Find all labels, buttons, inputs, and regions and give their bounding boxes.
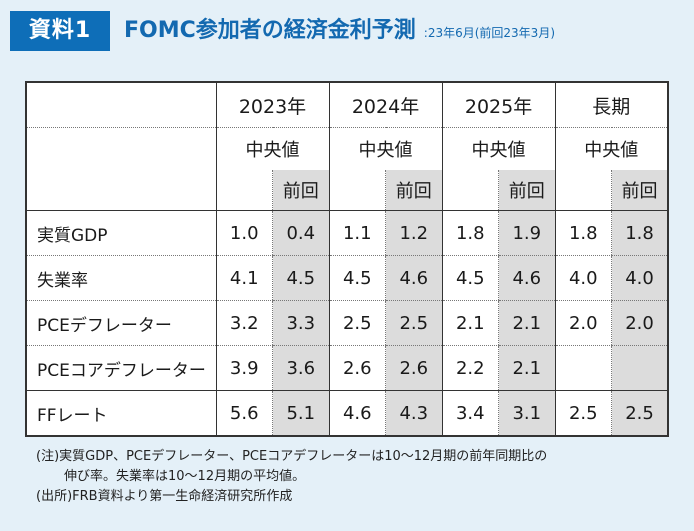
year-2025: 2025年 (441, 82, 556, 128)
title-text: FOMC参加者の経済金利予測 (124, 18, 416, 43)
value-cell: 5.6 (215, 390, 273, 436)
table-row: 失業率 4.1 4.5 4.5 4.6 4.5 4.6 4.0 4.0 (26, 255, 669, 301)
table-row: FFレート 5.6 5.1 4.6 4.3 3.4 3.1 2.5 2.5 (26, 390, 669, 436)
value-cell (554, 345, 612, 391)
value-cell: 3.9 (215, 345, 273, 391)
year-header-row: 2023年 2024年 2025年 長期 (26, 82, 669, 128)
year-longrun: 長期 (554, 82, 669, 128)
value-cell: 4.5 (328, 255, 386, 301)
figure-badge: 資料1 (10, 11, 110, 51)
prev-value-cell: 1.8 (611, 210, 669, 256)
corner-cell (26, 82, 216, 128)
table-row: PCEデフレーター 3.2 3.3 2.5 2.5 2.1 2.1 2.0 2.… (26, 300, 669, 346)
value-cell: 1.8 (554, 210, 612, 256)
corner-cell-2 (26, 128, 216, 171)
table-row: 実質GDP 1.0 0.4 1.1 1.2 1.8 1.9 1.8 1.8 (26, 210, 669, 256)
value-cell: 2.1 (441, 300, 499, 346)
value-cell: 1.8 (441, 210, 499, 256)
value-cell: 4.0 (554, 255, 612, 301)
prev-value-cell: 2.1 (498, 345, 556, 391)
row-label: PCEコアデフレーター (26, 345, 216, 391)
value-cell: 3.2 (215, 300, 273, 346)
figure-subtitle: :23年6月(前回23年3月) (423, 26, 555, 40)
prev-value-cell: 3.1 (498, 390, 556, 436)
prev-value-cell: 2.5 (385, 300, 443, 346)
prev-value-cell: 4.3 (385, 390, 443, 436)
note-line: 伸び率。失業率は10～12月期の平均値。 (64, 469, 306, 484)
blank-cell (554, 170, 612, 211)
prev-value-cell: 1.9 (498, 210, 556, 256)
prev-value-cell: 2.0 (611, 300, 669, 346)
prev-value-cell: 4.0 (611, 255, 669, 301)
prev-value-cell: 2.5 (611, 390, 669, 436)
prev-value-cell: 4.5 (272, 255, 330, 301)
blank-cell (328, 170, 386, 211)
value-cell: 2.5 (328, 300, 386, 346)
row-label: FFレート (37, 405, 108, 426)
median-2025: 中央値 (441, 127, 556, 170)
note-line: (注)実質GDP、PCEデフレーター、PCEコアデフレーターは10～12月期の前… (36, 449, 548, 464)
footnotes: (注)実質GDP、PCEデフレーター、PCEコアデフレーターは10～12月期の前… (36, 447, 676, 507)
prev-value-cell (611, 345, 669, 391)
value-cell: 4.1 (215, 255, 273, 301)
prev-value-cell: 5.1 (272, 390, 330, 436)
prev-value-cell: 4.6 (385, 255, 443, 301)
median-2023: 中央値 (215, 127, 330, 170)
blank-cell (215, 170, 273, 211)
figure-title: FOMC参加者の経済金利予測 :23年6月(前回23年3月) (124, 15, 555, 49)
prev-value-cell: 0.4 (272, 210, 330, 256)
value-cell: 1.0 (215, 210, 273, 256)
forecast-table: 2023年 2024年 2025年 長期 中央値 中央値 中央値 中央値 前回 … (25, 81, 670, 437)
prev-label-longrun: 前回 (611, 170, 669, 211)
value-cell: 2.5 (554, 390, 612, 436)
median-header-row: 中央値 中央値 中央値 中央値 (26, 127, 669, 171)
prev-header-row: 前回 前回 前回 前回 (26, 170, 669, 211)
prev-value-cell: 3.3 (272, 300, 330, 346)
prev-value-cell: 4.6 (498, 255, 556, 301)
prev-value-cell: 2.1 (498, 300, 556, 346)
value-cell: 2.2 (441, 345, 499, 391)
prev-label-2024: 前回 (385, 170, 443, 211)
year-2024: 2024年 (328, 82, 443, 128)
prev-label-2023: 前回 (272, 170, 330, 211)
header: 資料1 FOMC参加者の経済金利予測 :23年6月(前回23年3月) (10, 11, 686, 51)
value-cell: 4.6 (328, 390, 386, 436)
corner-cell-3 (26, 170, 216, 211)
value-cell: 4.5 (441, 255, 499, 301)
year-2023: 2023年 (215, 82, 330, 128)
row-label: 実質GDP (26, 210, 216, 256)
value-cell: 3.4 (441, 390, 499, 436)
prev-label-2025: 前回 (498, 170, 556, 211)
row-label: 失業率 (26, 255, 216, 301)
median-2024: 中央値 (328, 127, 443, 170)
value-cell: 2.0 (554, 300, 612, 346)
row-label: PCEデフレーター (26, 300, 216, 346)
prev-value-cell: 1.2 (385, 210, 443, 256)
blank-cell (441, 170, 499, 211)
source-line: (出所)FRB資料より第一生命経済研究所作成 (36, 489, 293, 504)
prev-value-cell: 3.6 (272, 345, 330, 391)
table-row: PCEコアデフレーター 3.9 3.6 2.6 2.6 2.2 2.1 (26, 345, 669, 391)
prev-value-cell: 2.6 (385, 345, 443, 391)
median-longrun: 中央値 (554, 127, 669, 170)
value-cell: 2.6 (328, 345, 386, 391)
value-cell: 1.1 (328, 210, 386, 256)
